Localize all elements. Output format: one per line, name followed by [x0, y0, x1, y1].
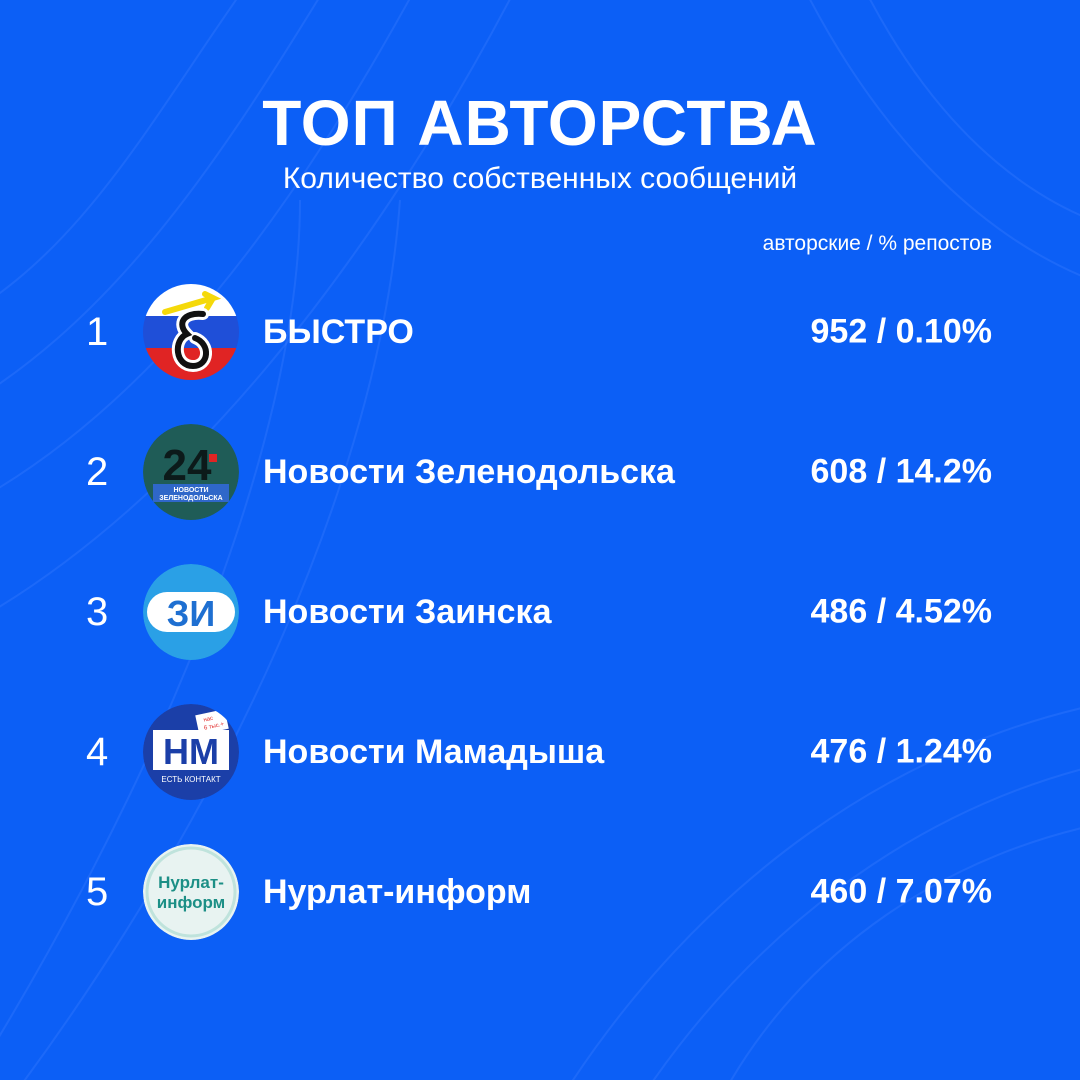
svg-text:24: 24	[163, 441, 212, 490]
svg-text:нас: нас	[203, 716, 214, 724]
channel-name: Новости Мамадыша	[263, 733, 605, 771]
svg-text:ЕСТЬ КОНТАКТ: ЕСТЬ КОНТАКТ	[161, 775, 220, 784]
ranking-row: 2 24 НОВОСТИ ЗЕЛЕНОДОЛЬСКА Новости Зелен…	[0, 422, 1080, 522]
svg-text:информ: информ	[157, 893, 226, 912]
ranking-row: 1 БЫСТРО 952 / 0.10%	[0, 282, 1080, 382]
channel-name: Новости Зеленодольска	[263, 453, 675, 491]
channel-stats: 608 / 14.2%	[810, 452, 992, 491]
rank-number: 3	[86, 590, 109, 634]
rank-number: 5	[86, 870, 109, 914]
channel-name: Новости Заинска	[263, 593, 552, 631]
page-title: ТОП АВТОРСТВА	[262, 87, 818, 159]
ranking-row: 3 ЗИ Новости Заинска 486 / 4.52%	[0, 562, 1080, 662]
bystro-logo-icon	[143, 284, 239, 380]
svg-text:ЗЕЛЕНОДОЛЬСКА: ЗЕЛЕНОДОЛЬСКА	[159, 495, 222, 502]
zainsk-logo-icon: ЗИ	[143, 564, 239, 660]
channel-name: Нурлат-информ	[263, 873, 532, 911]
channel-stats: 476 / 1.24%	[810, 732, 992, 771]
column-header: авторские / % репостов	[762, 232, 992, 255]
mamadysh-logo-icon: нас 6 тыс.+ НМ ЕСТЬ КОНТАКТ	[143, 704, 239, 800]
zelenodolsk-24-logo-icon: 24 НОВОСТИ ЗЕЛЕНОДОЛЬСКА	[143, 424, 239, 520]
svg-text:ЗИ: ЗИ	[167, 593, 215, 634]
channel-stats: 486 / 4.52%	[810, 592, 992, 631]
channel-stats: 952 / 0.10%	[810, 312, 992, 351]
page-subtitle: Количество собственных сообщений	[282, 162, 798, 195]
svg-text:Нурлат-: Нурлат-	[158, 873, 224, 892]
rank-number: 1	[86, 310, 109, 354]
ranking-row: 4 нас 6 тыс.+ НМ ЕСТЬ КОНТАКТ Новости Ма…	[0, 702, 1080, 802]
nurlat-logo-icon: Нурлат- информ	[143, 844, 239, 940]
ranking-row: 5 Нурлат- информ Нурлат-информ 460 / 7.0…	[0, 842, 1080, 942]
channel-name: БЫСТРО	[263, 313, 414, 351]
rank-number: 2	[86, 450, 109, 494]
svg-text:НМ: НМ	[163, 731, 219, 772]
channel-stats: 460 / 7.07%	[810, 872, 992, 911]
rank-number: 4	[86, 730, 109, 774]
svg-text:6 тыс.+: 6 тыс.+	[203, 722, 225, 732]
svg-text:НОВОСТИ: НОВОСТИ	[173, 487, 208, 494]
